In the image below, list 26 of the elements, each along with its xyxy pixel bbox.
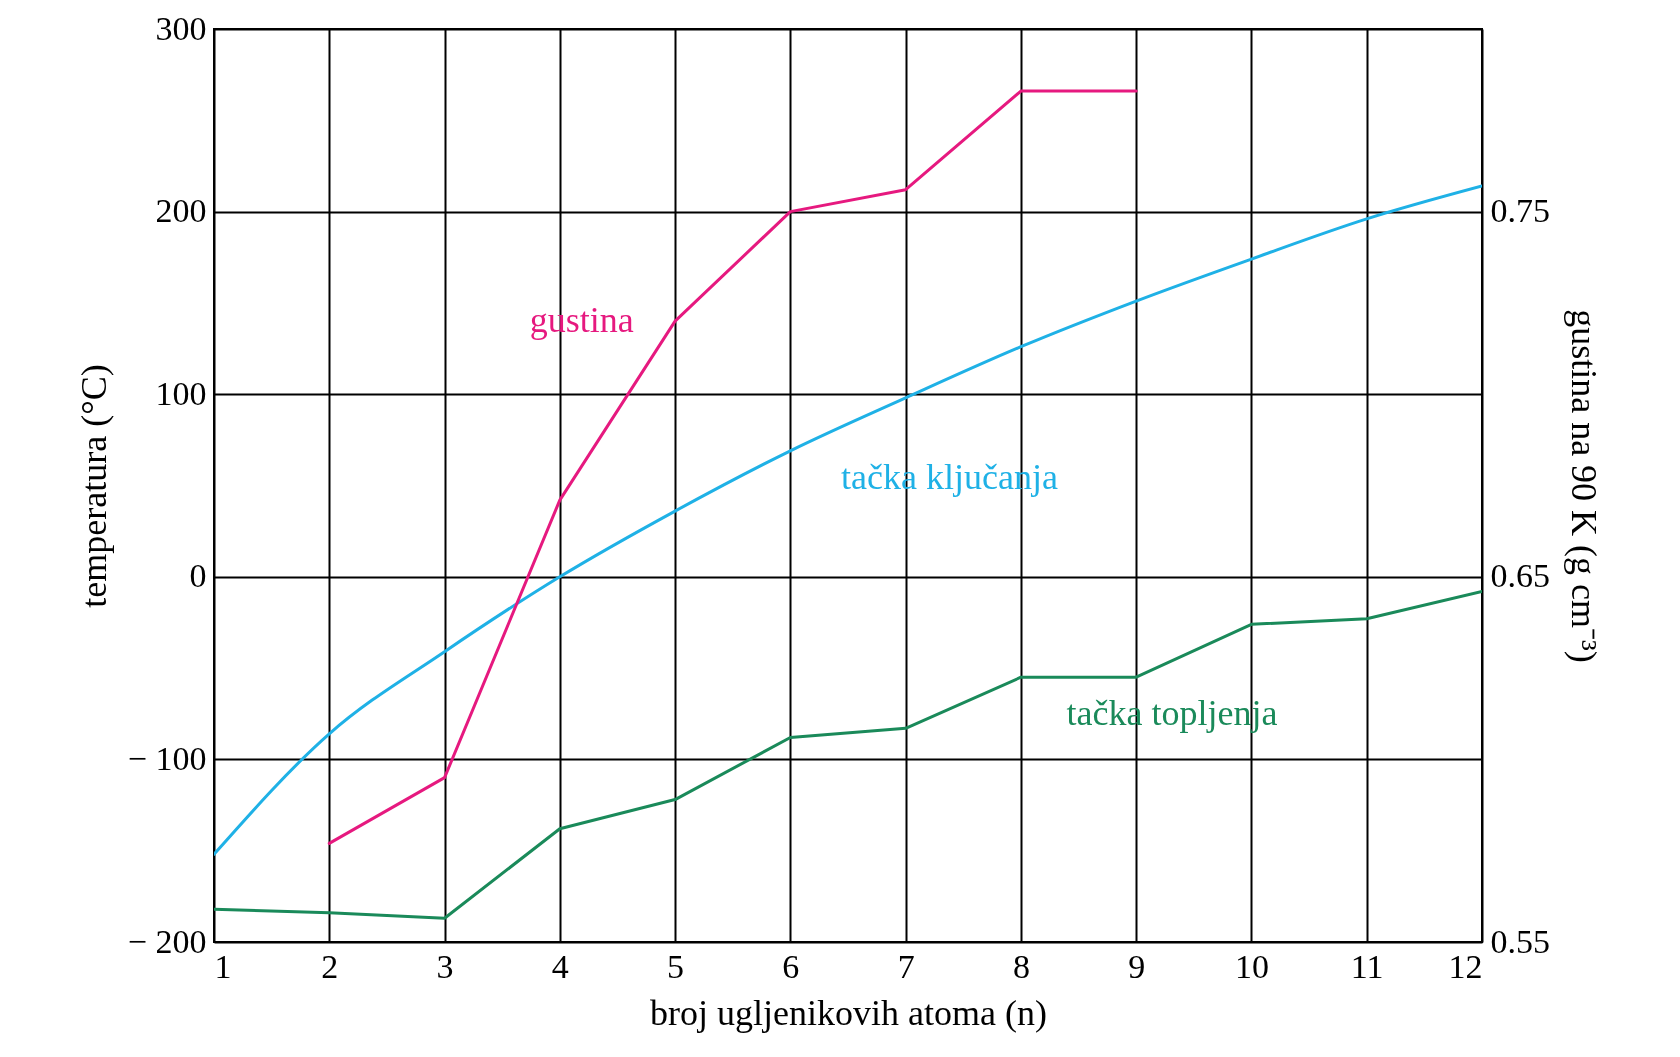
y-tick-label: 0 xyxy=(189,557,207,595)
x-tick-label: 12 xyxy=(1448,947,1483,985)
x-axis-title: broj ugljenikovih atoma (n) xyxy=(650,992,1047,1033)
x-tick-label: 4 xyxy=(551,947,569,985)
x-tick-label: 5 xyxy=(667,947,685,985)
y2-tick-label: 0.65 xyxy=(1490,557,1550,595)
y2-tick-label: 0.75 xyxy=(1490,192,1550,230)
line-series xyxy=(214,184,1482,856)
x-tick-label: 7 xyxy=(897,947,915,985)
y-tick-label: 100 xyxy=(155,374,207,412)
y-tick-label: 200 xyxy=(155,192,207,230)
x-tick-label: 6 xyxy=(782,947,800,985)
x-tick-label: 10 xyxy=(1234,947,1269,985)
x-tick-label: 8 xyxy=(1012,947,1030,985)
y-tick-label: − 200 xyxy=(127,922,207,960)
x-tick-label: 3 xyxy=(436,947,454,985)
x-tick-label: 11 xyxy=(1350,947,1384,985)
y2-tick-label: 0.55 xyxy=(1490,922,1550,960)
y-tick-label: − 100 xyxy=(127,739,207,777)
y-tick-label: 300 xyxy=(155,9,207,47)
line-series xyxy=(214,589,1482,920)
x-tick-label: 1 xyxy=(214,947,232,985)
x-tick-label: 2 xyxy=(321,947,339,985)
y2-axis-title: gustina na 90 K (g cm⁻³) xyxy=(1564,309,1604,663)
y-axis-title: temperatura (°C) xyxy=(73,364,114,608)
x-tick-label: 9 xyxy=(1128,947,1146,985)
